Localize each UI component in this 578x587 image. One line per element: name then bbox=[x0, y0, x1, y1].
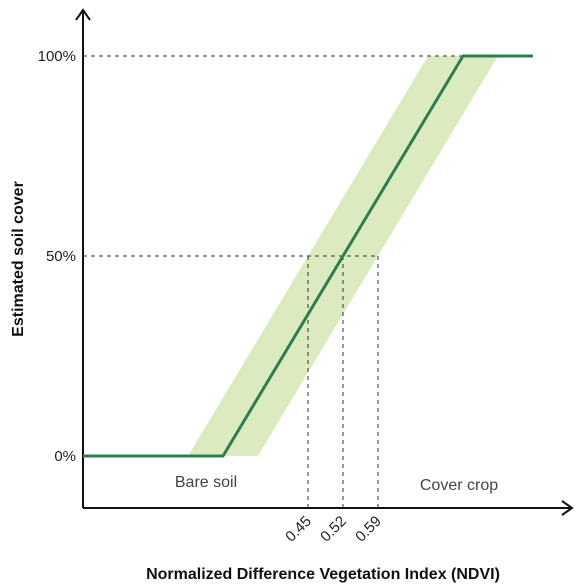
region-label-cover-crop: Cover crop bbox=[420, 477, 498, 494]
x-axis-title: Normalized Difference Vegetation Index (… bbox=[146, 566, 500, 583]
x-axis-arrow bbox=[561, 500, 574, 516]
x-tick-label-1: 0.52 bbox=[317, 513, 350, 546]
y-tick-label-0: 0% bbox=[54, 448, 76, 465]
y-tick-label-1: 50% bbox=[46, 248, 76, 265]
x-tick-label-2: 0.59 bbox=[352, 513, 385, 546]
series-line bbox=[83, 54, 533, 458]
y-tick-label-2: 100% bbox=[38, 48, 76, 65]
y-axis-title: Estimated soil cover bbox=[10, 181, 27, 337]
x-tick-label-0: 0.45 bbox=[282, 513, 315, 546]
region-label-bare-soil: Bare soil bbox=[175, 474, 237, 491]
y-axis-arrow bbox=[75, 8, 91, 21]
